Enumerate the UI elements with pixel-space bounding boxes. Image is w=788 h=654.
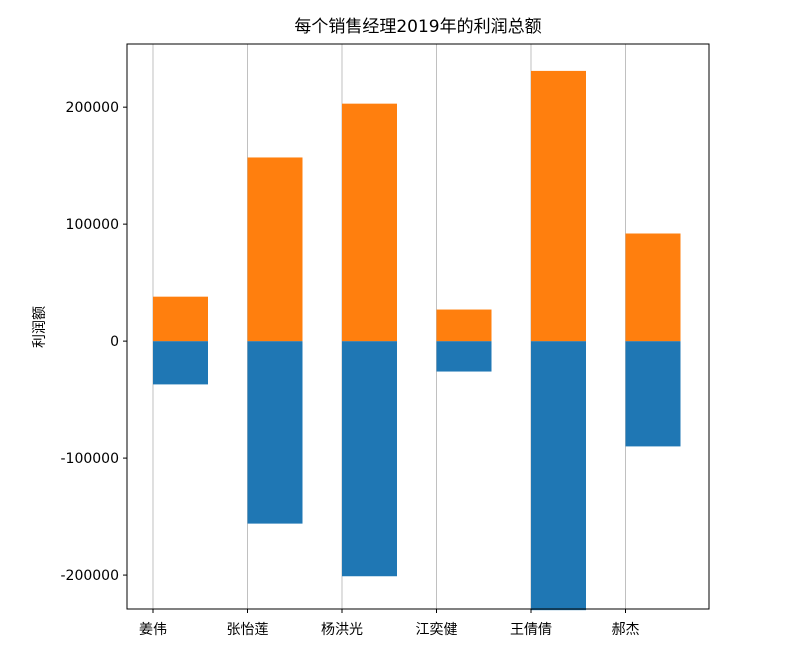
axes bbox=[126, 43, 710, 610]
bar-positive-3 bbox=[436, 309, 492, 342]
y-tick-label: 100000 bbox=[66, 217, 119, 233]
bar-negative-4 bbox=[531, 341, 586, 611]
x-tick-label: 杨洪光 bbox=[321, 622, 363, 638]
bar-negative-3 bbox=[436, 341, 492, 372]
bar-negative-1 bbox=[247, 341, 303, 524]
y-tick-label: 200000 bbox=[66, 100, 119, 116]
x-tick-label: 张怡莲 bbox=[227, 622, 269, 638]
bars bbox=[153, 70, 681, 611]
bar-negative-5 bbox=[625, 341, 681, 447]
bar-positive-5 bbox=[625, 233, 681, 342]
bar-negative-0 bbox=[153, 341, 208, 385]
bar-positive-1 bbox=[247, 157, 303, 342]
plot-frame bbox=[126, 43, 710, 610]
bar-positive-2 bbox=[342, 103, 397, 342]
bar-positive-0 bbox=[153, 296, 208, 342]
bar-positive-4 bbox=[531, 70, 586, 342]
x-tick-label: 王倩倩 bbox=[510, 622, 552, 638]
y-tick-label: 0 bbox=[110, 334, 119, 350]
x-tick-label: 姜伟 bbox=[139, 622, 167, 638]
chart-title: 每个销售经理2019年的利润总额 bbox=[294, 17, 541, 37]
y-tick-label: -200000 bbox=[61, 568, 120, 584]
y-axis-label: 利润额 bbox=[32, 306, 48, 348]
ticks: -200000 -100000 0 100000 200000 姜伟 张怡莲 杨洪光 江奕健 王倩… bbox=[61, 100, 640, 638]
x-tick-label: 郝杰 bbox=[612, 622, 640, 638]
x-tick-label: 江奕健 bbox=[416, 622, 458, 638]
y-tick-label: -100000 bbox=[61, 451, 120, 467]
bar-negative-2 bbox=[342, 341, 397, 577]
